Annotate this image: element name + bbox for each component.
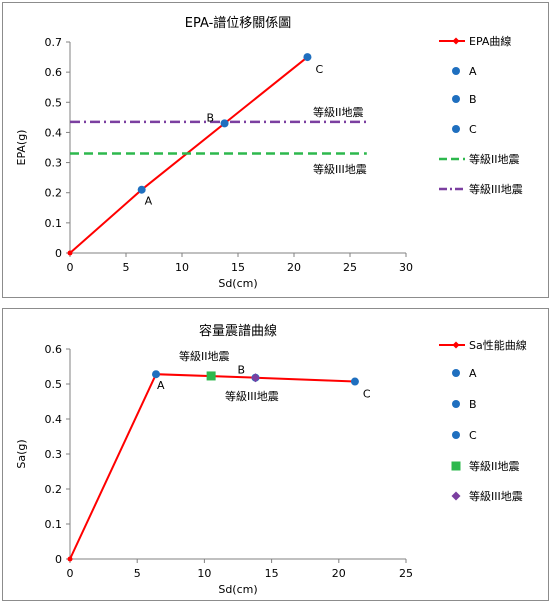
x-axis-label: Sd(cm) — [218, 277, 257, 290]
y-tick-label: 0.6 — [45, 66, 63, 79]
point-label: B — [207, 111, 215, 124]
annotation-label: 等級II地震 — [313, 105, 364, 119]
y-axis-label: Sa(g) — [15, 439, 28, 468]
y-tick-label: 0.6 — [45, 343, 63, 356]
x-tick-label: 25 — [343, 261, 357, 274]
point-marker — [303, 53, 312, 62]
x-tick-label: 30 — [399, 261, 413, 274]
legend-point-icon — [452, 431, 460, 439]
level2-marker — [206, 371, 216, 381]
legend-label: C — [469, 123, 477, 136]
point-label: A — [157, 379, 165, 392]
point-marker — [350, 377, 359, 386]
legend-label: A — [469, 65, 477, 78]
y-tick-label: 0.7 — [45, 36, 63, 49]
y-tick-label: 0.2 — [45, 483, 63, 496]
point-marker — [137, 185, 146, 194]
x-tick-label: 0 — [67, 261, 74, 274]
point-label: C — [315, 63, 323, 76]
annotation-label: 等級II地震 — [179, 349, 230, 363]
x-tick-label: 15 — [265, 567, 279, 580]
annotation-label: 等級III地震 — [313, 162, 367, 176]
legend-label: EPA曲線 — [469, 34, 511, 48]
legend-label: 等級III地震 — [469, 182, 523, 196]
y-tick-label: 0.3 — [45, 448, 63, 461]
x-axis-label: Sd(cm) — [218, 583, 257, 596]
chart-title: 容量震譜曲線 — [199, 323, 277, 339]
legend-label: 等級III地震 — [469, 489, 523, 503]
chart-title: EPA-譜位移關係圖 — [185, 16, 292, 31]
legend-diamond-icon — [451, 491, 461, 501]
legend-label: 等級II地震 — [469, 459, 520, 473]
x-tick-label: 25 — [399, 567, 413, 580]
legend-marker-icon — [452, 341, 460, 349]
y-tick-label: 0.4 — [45, 126, 63, 139]
curve-point — [67, 556, 73, 562]
y-tick-label: 0 — [55, 247, 62, 260]
legend-marker-icon — [452, 37, 460, 45]
epa-chart-panel: EPA-譜位移關係圖 0 5 10 15 20 25 30 0 0.1 0.2 0.3 0.4 0.5 0.… — [2, 2, 549, 298]
curve-point — [67, 250, 73, 256]
x-tick-label: 15 — [231, 261, 245, 274]
x-tick-label: 5 — [123, 261, 130, 274]
point-label: A — [145, 195, 153, 208]
legend-point-icon — [452, 400, 460, 408]
x-tick-label: 10 — [197, 567, 211, 580]
legend-point-icon — [452, 369, 460, 377]
capacity-spectrum-chart-panel: 容量震譜曲線 0 5 10 15 20 25 0 0.1 0.2 0.3 0.4 0.5 0.6 Sd(cm… — [2, 308, 549, 601]
y-tick-label: 0.1 — [45, 217, 63, 230]
y-tick-label: 0.3 — [45, 157, 63, 170]
capacity-spectrum-chart: 容量震譜曲線 0 5 10 15 20 25 0 0.1 0.2 0.3 0.4 0.5 0.6 Sd(cm… — [15, 323, 527, 596]
legend-label: B — [469, 398, 477, 411]
annotation-label: 等級III地震 — [225, 389, 279, 403]
y-tick-label: 0.5 — [45, 378, 63, 391]
x-tick-label: 0 — [67, 567, 74, 580]
y-tick-label: 0.4 — [45, 413, 63, 426]
epa-chart: EPA-譜位移關係圖 0 5 10 15 20 25 30 0 0.1 0.2 0.3 0.4 0.5 0.… — [15, 16, 523, 290]
point-label: B — [237, 364, 245, 377]
x-tick-label: 20 — [332, 567, 346, 580]
level3-marker — [250, 373, 260, 383]
legend-label: A — [469, 367, 477, 380]
y-tick-label: 0.2 — [45, 187, 63, 200]
y-tick-label: 0.5 — [45, 96, 63, 109]
x-tick-label: 10 — [175, 261, 189, 274]
legend-point-icon — [452, 125, 460, 133]
y-tick-label: 0 — [55, 553, 62, 566]
legend-label: B — [469, 93, 477, 106]
y-axis-label: EPA(g) — [15, 130, 28, 166]
legend-label: Sa性能曲線 — [469, 338, 527, 352]
legend-label: 等級II地震 — [469, 152, 520, 166]
x-tick-label: 20 — [287, 261, 301, 274]
x-tick-label: 5 — [134, 567, 141, 580]
curve-line — [69, 373, 355, 560]
legend-point-icon — [452, 95, 460, 103]
legend-label: C — [469, 429, 477, 442]
point-marker — [152, 370, 161, 379]
point-marker — [220, 119, 229, 128]
legend-point-icon — [452, 67, 460, 75]
y-tick-label: 0.1 — [45, 518, 63, 531]
curve-line — [69, 56, 309, 254]
point-label: C — [363, 388, 371, 401]
legend-square-icon — [451, 461, 461, 471]
